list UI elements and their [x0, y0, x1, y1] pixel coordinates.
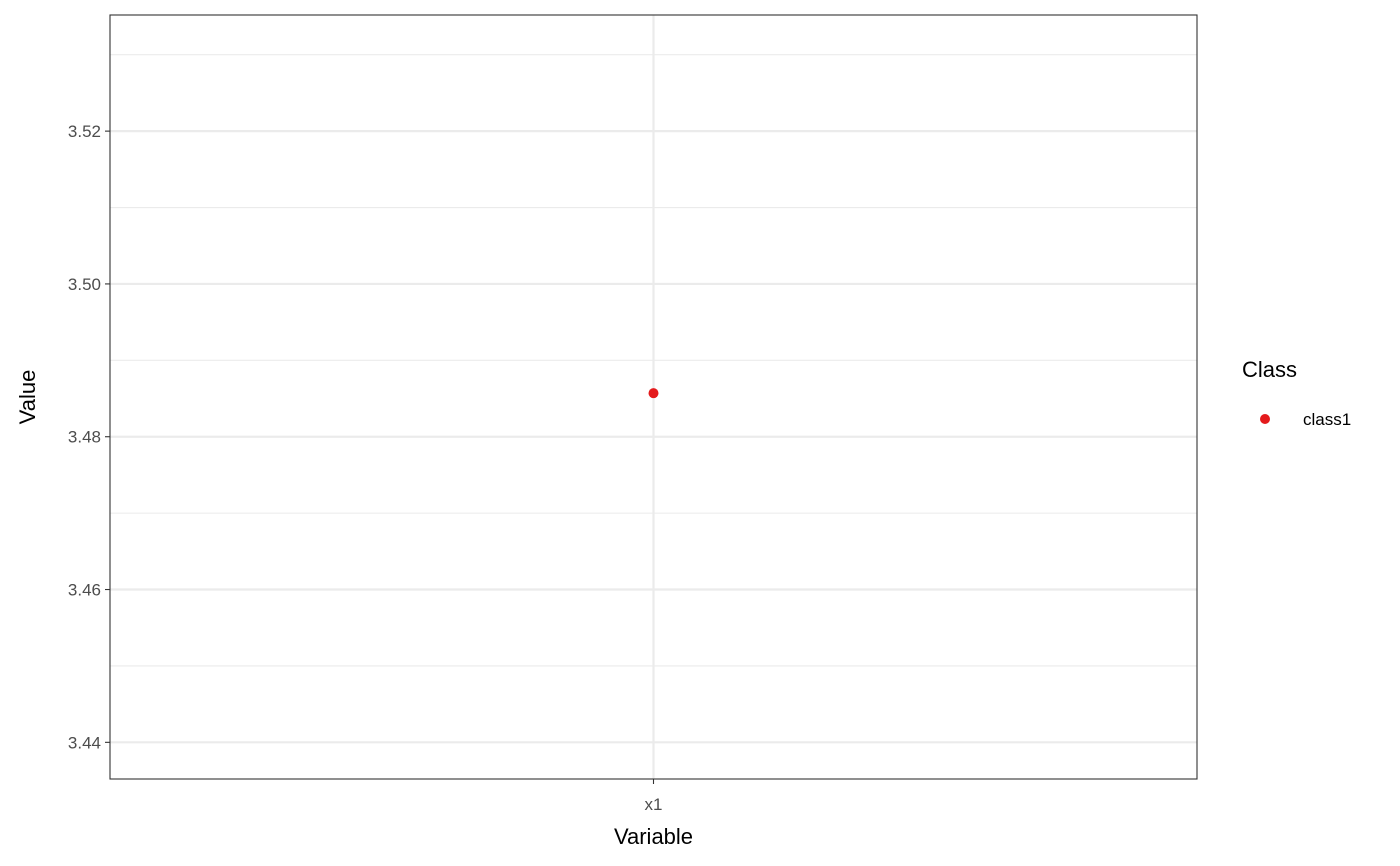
x-axis-title: Variable	[614, 824, 693, 849]
y-tick-label: 3.52	[68, 122, 101, 141]
x-tick-label: x1	[645, 795, 663, 814]
y-tick-label: 3.44	[68, 733, 101, 752]
y-axis-title: Value	[15, 370, 40, 425]
legend-key-class1	[1260, 414, 1270, 424]
legend-label: class1	[1303, 410, 1351, 429]
data-points	[648, 388, 659, 399]
y-tick-label: 3.46	[68, 581, 101, 600]
legend-title: Class	[1242, 357, 1297, 382]
legend-entries: class1	[1260, 410, 1351, 429]
y-axis-ticks: 3.44 3.46 3.48 3.50 3.52	[68, 122, 110, 752]
x-axis-ticks: x1	[645, 779, 663, 814]
data-point-class1	[648, 388, 659, 399]
y-tick-label: 3.48	[68, 428, 101, 447]
y-tick-label: 3.50	[68, 275, 101, 294]
legend: Class class1	[1242, 357, 1351, 429]
